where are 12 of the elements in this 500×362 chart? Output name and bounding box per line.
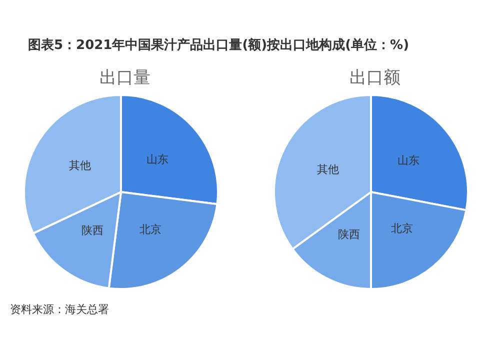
- slice-label: 陕西: [338, 228, 360, 242]
- slice-label: 陕西: [81, 224, 104, 238]
- chart-subtitle: 出口量: [98, 67, 152, 89]
- slice-label: 山东: [397, 154, 420, 167]
- chart-subtitle: 出口额: [348, 67, 402, 89]
- slice-label: 其他: [316, 162, 339, 176]
- slice-label: 其他: [69, 158, 92, 172]
- slice-label: 北京: [140, 223, 162, 236]
- chart-title: 图表5：2021年中国果汁产品出口量(额)按出口地构成(单位：%): [28, 36, 410, 54]
- text: 资料来源：海关总署: [10, 302, 109, 317]
- slice-label: 北京: [390, 222, 413, 236]
- slice-label: 山东: [146, 152, 168, 166]
